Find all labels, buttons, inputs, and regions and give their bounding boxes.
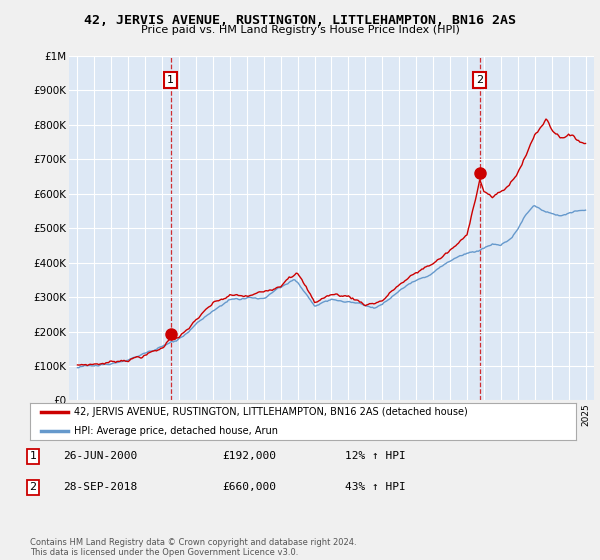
- Text: £192,000: £192,000: [222, 451, 276, 461]
- Text: 42, JERVIS AVENUE, RUSTINGTON, LITTLEHAMPTON, BN16 2AS (detached house): 42, JERVIS AVENUE, RUSTINGTON, LITTLEHAM…: [74, 407, 467, 417]
- Text: Price paid vs. HM Land Registry's House Price Index (HPI): Price paid vs. HM Land Registry's House …: [140, 25, 460, 35]
- Text: 2: 2: [29, 482, 37, 492]
- Text: 12% ↑ HPI: 12% ↑ HPI: [345, 451, 406, 461]
- Text: 28-SEP-2018: 28-SEP-2018: [63, 482, 137, 492]
- Text: 26-JUN-2000: 26-JUN-2000: [63, 451, 137, 461]
- Text: 43% ↑ HPI: 43% ↑ HPI: [345, 482, 406, 492]
- Text: £660,000: £660,000: [222, 482, 276, 492]
- Text: HPI: Average price, detached house, Arun: HPI: Average price, detached house, Arun: [74, 426, 278, 436]
- Text: 2: 2: [476, 75, 483, 85]
- Text: Contains HM Land Registry data © Crown copyright and database right 2024.
This d: Contains HM Land Registry data © Crown c…: [30, 538, 356, 557]
- Text: 42, JERVIS AVENUE, RUSTINGTON, LITTLEHAMPTON, BN16 2AS: 42, JERVIS AVENUE, RUSTINGTON, LITTLEHAM…: [84, 14, 516, 27]
- Text: 1: 1: [29, 451, 37, 461]
- Text: 1: 1: [167, 75, 174, 85]
